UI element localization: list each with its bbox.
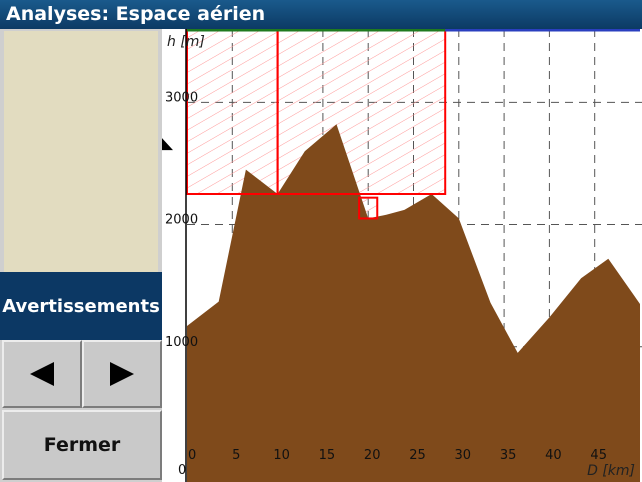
close-button[interactable]: Fermer	[2, 410, 162, 480]
airspace-outline	[276, 29, 447, 195]
airspace-profile-chart: 0 5 10 15 20 25 30 35 40 45 0 1000 2000 3000 h [m] D …	[162, 29, 642, 482]
arrow-right-icon	[110, 362, 134, 386]
terrain	[187, 124, 640, 482]
x-tick-label: 30	[455, 448, 472, 463]
y-axis-label: h [m]	[167, 34, 205, 50]
x-tick-label: 40	[545, 448, 562, 463]
x-tick-label: 35	[500, 448, 517, 463]
warnings-label: Avertissements	[2, 295, 160, 317]
y-tick-label: 3000	[165, 90, 198, 105]
x-tick-label: 15	[319, 448, 336, 463]
aircraft-marker	[162, 138, 173, 151]
info-area	[4, 31, 158, 272]
next-button[interactable]	[82, 340, 162, 408]
x-tick-label: 5	[232, 448, 240, 463]
x-tick-label: 20	[364, 448, 381, 463]
airspace-area	[187, 29, 278, 194]
window-title-bar: Analyses: Espace aérien	[0, 0, 642, 29]
x-tick-label: 0	[188, 448, 196, 463]
airspace-outline	[358, 196, 379, 220]
y-tick-label: 1000	[165, 335, 198, 350]
airspace-fills	[187, 29, 446, 219]
previous-button[interactable]	[2, 340, 82, 408]
close-label: Fermer	[43, 434, 121, 456]
x-tick-label: 10	[273, 448, 290, 463]
airspace-outlines	[186, 29, 447, 220]
window-title: Analyses: Espace aérien	[6, 3, 266, 25]
y-tick-label: 0	[178, 463, 186, 478]
y-tick-label: 2000	[165, 213, 198, 228]
terrain-profile	[187, 124, 640, 482]
aircraft-marker-icon	[162, 138, 173, 151]
left-panel: Avertissements Fermer	[0, 29, 162, 482]
x-tick-label: 45	[590, 448, 607, 463]
warnings-button[interactable]: Avertissements	[0, 272, 162, 340]
x-tick-label: 25	[409, 448, 426, 463]
tick-labels: 0 5 10 15 20 25 30 35 40 45 0 1000 2000 3000	[165, 90, 607, 478]
arrow-left-icon	[30, 362, 54, 386]
x-axis-label: D [km]	[587, 463, 635, 479]
